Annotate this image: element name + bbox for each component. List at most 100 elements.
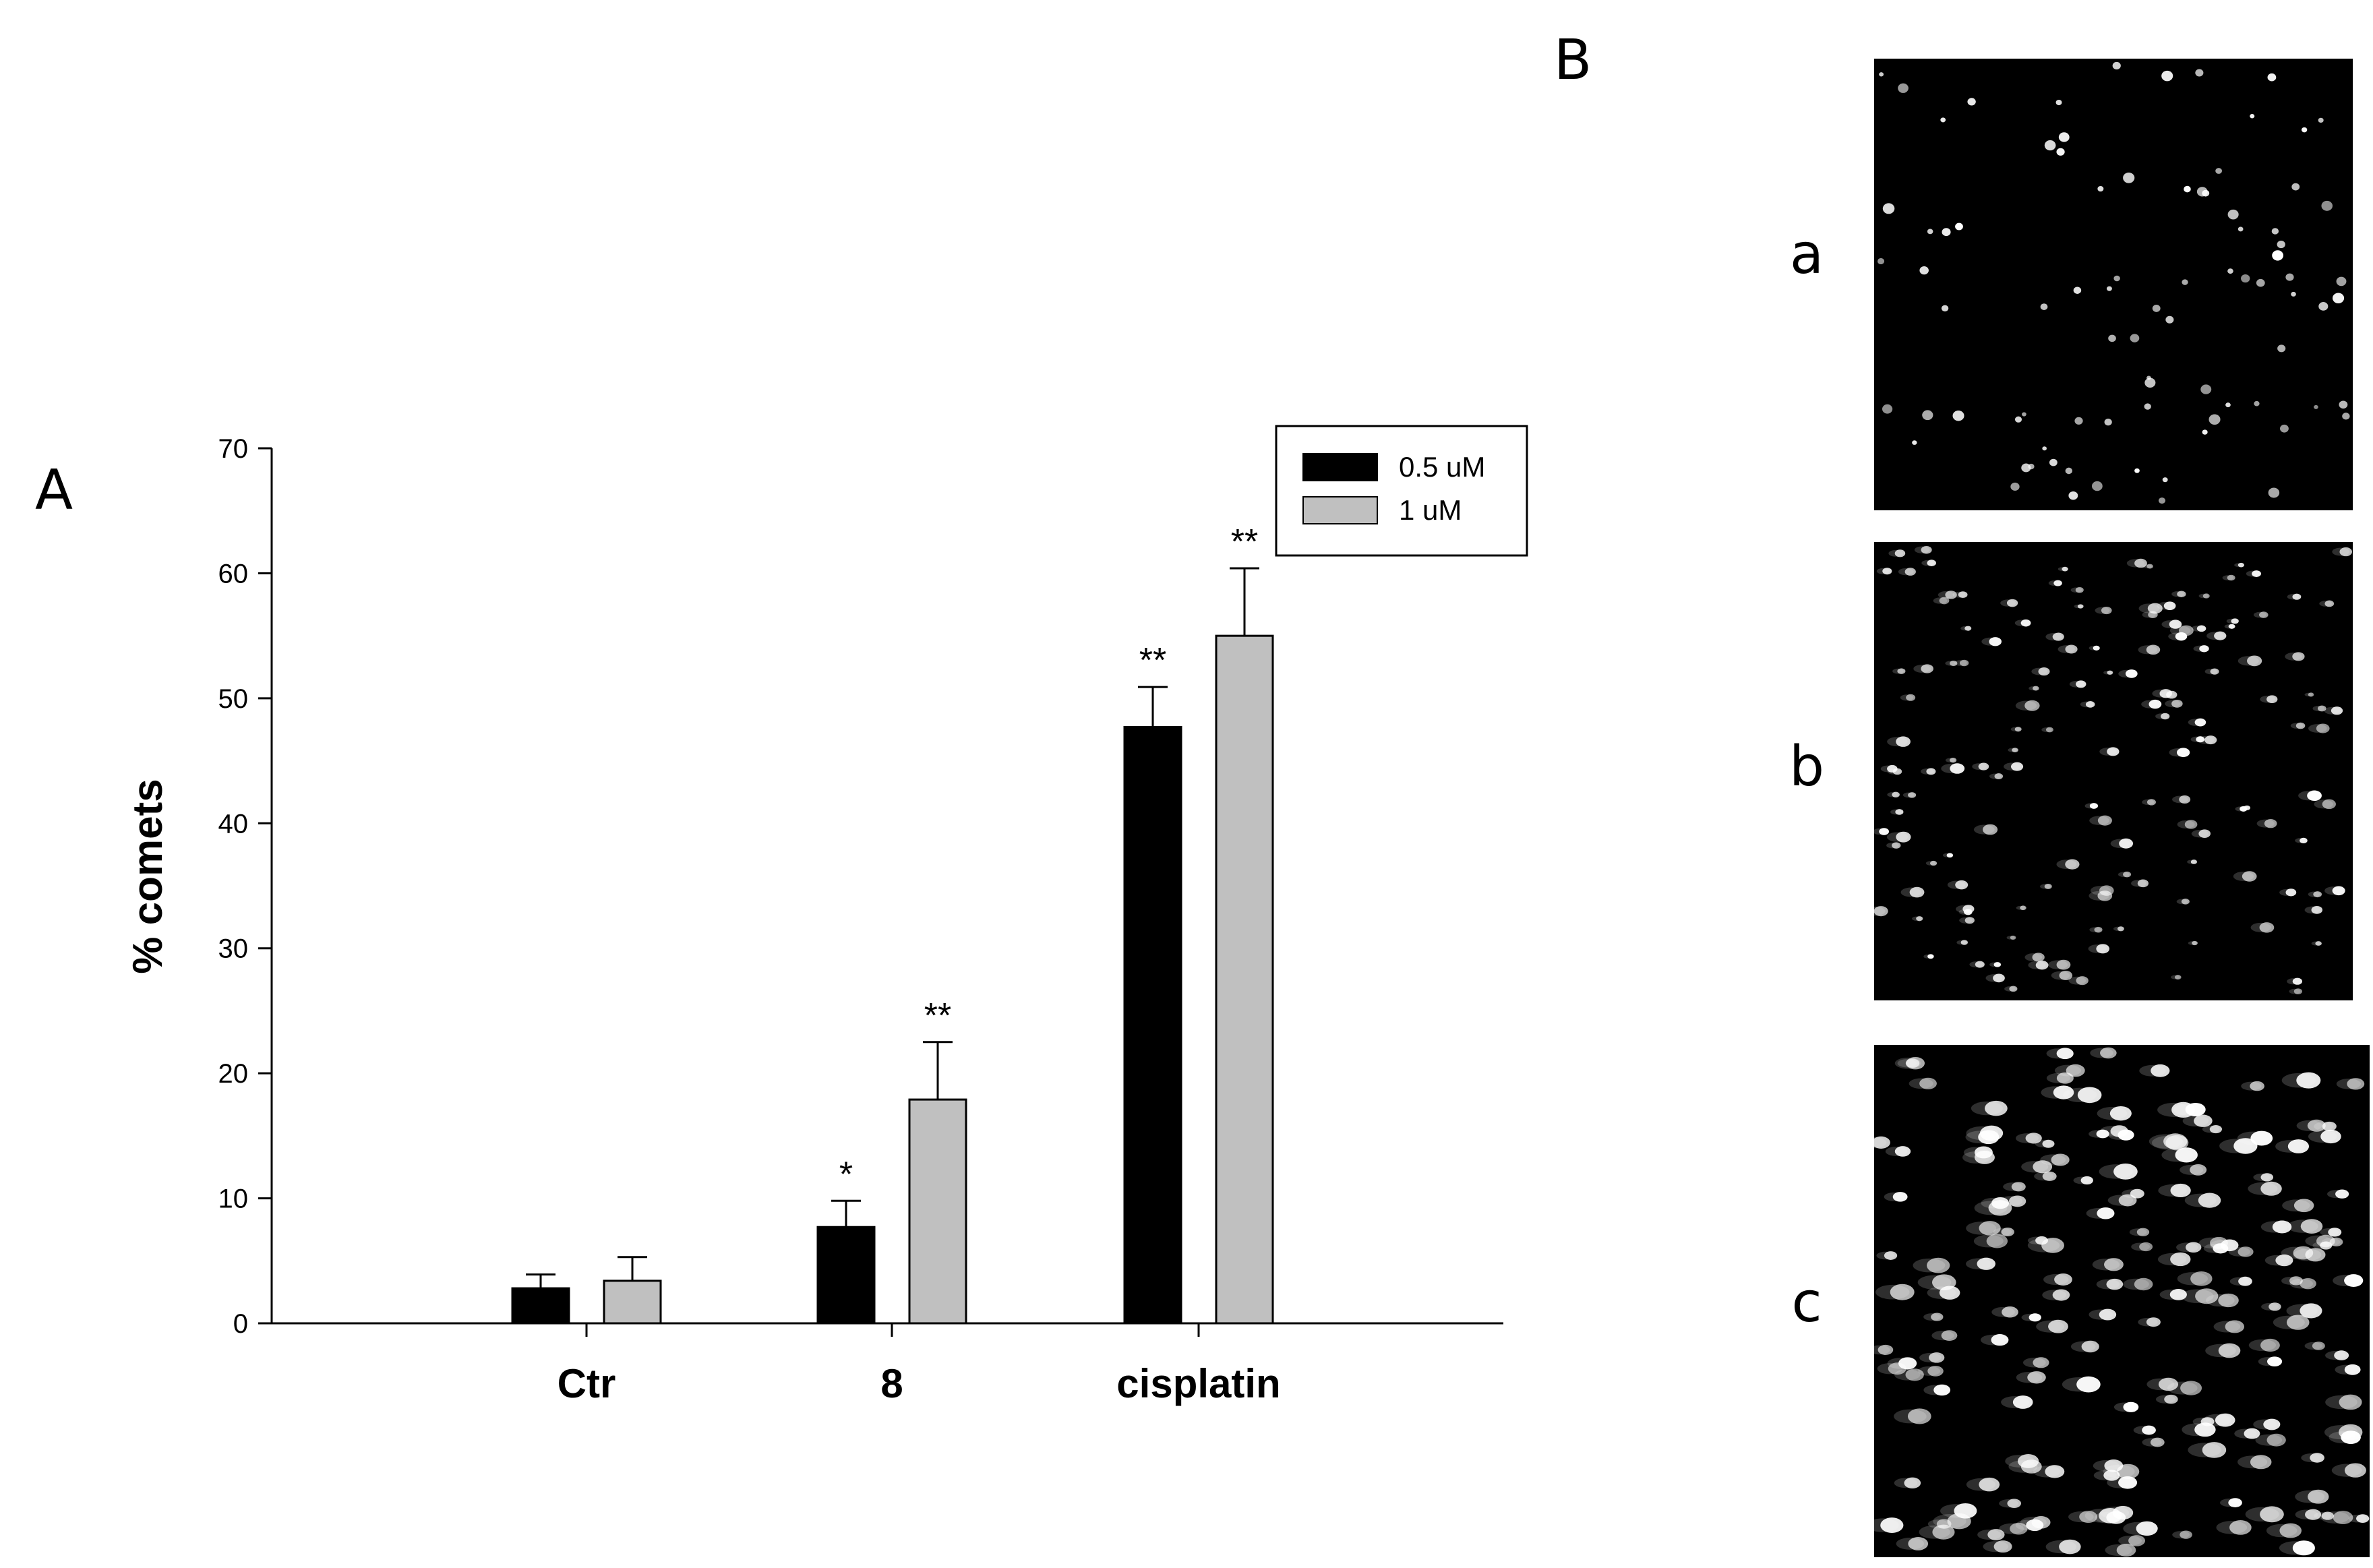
cell-spot [1884, 1251, 1898, 1260]
cell-spot [1941, 1330, 1958, 1341]
cell-spot [1950, 758, 1957, 763]
comet-tail [2090, 1048, 2113, 1058]
comet-tail [2063, 1087, 2097, 1103]
cell-spot [1882, 568, 1892, 575]
cell-spot [2295, 722, 2306, 729]
comet-tail [2190, 736, 2203, 742]
cell-spot [1993, 1540, 2012, 1553]
cell-spot [1946, 853, 1954, 858]
cell-spot [1964, 917, 1975, 924]
cell-spot [2198, 1193, 2221, 1208]
y-tick-label-0: 0 [233, 1309, 248, 1339]
cell-spot [1933, 1384, 1951, 1396]
comet-tail [2182, 1115, 2209, 1127]
cell-spot [2318, 301, 2329, 311]
cell-spot [1897, 668, 1906, 674]
cell-spot [2020, 619, 2031, 627]
cell-spot [2200, 384, 2212, 394]
cell-spot [1936, 1519, 1952, 1529]
micrograph-b [1865, 542, 2353, 1000]
comet-tail [2015, 700, 2037, 711]
comet-tail [2335, 1364, 2357, 1375]
comet-tail [1898, 568, 1914, 576]
cell-spot [1986, 1234, 2008, 1248]
comet-tail [2245, 1507, 2279, 1522]
cell-spot [2151, 1064, 2170, 1077]
cell-spot [1926, 768, 1936, 775]
comet-tail [2095, 607, 2110, 614]
cell-spot [2233, 1138, 2258, 1154]
comet-tail [2304, 906, 2320, 914]
cell-spot [2152, 305, 2161, 312]
cell-spot [2033, 1357, 2049, 1368]
comet-tail [2216, 1521, 2248, 1534]
comet-tail [1892, 668, 1904, 674]
comet-tail [1912, 916, 1922, 921]
cell-spot [2244, 1428, 2260, 1439]
comet-tail [2180, 1164, 2204, 1175]
comet-tail [2203, 1243, 2225, 1253]
comet-tail [2181, 1289, 2214, 1304]
comet-tail [1886, 832, 1909, 842]
comet-tail [2142, 799, 2155, 806]
cell-spot [2225, 402, 2231, 408]
comet-tail [2157, 1102, 2191, 1117]
cell-spot [2054, 1273, 2072, 1286]
cell-spot [2162, 477, 2168, 483]
cell-spot [2169, 1289, 2187, 1300]
cell-spot [2123, 172, 2135, 183]
cell-spot [2215, 168, 2222, 174]
comet-tail [2159, 1289, 2184, 1300]
cell-spot [2202, 1442, 2227, 1458]
cell-spot [2161, 70, 2173, 82]
cell-spot [2237, 227, 2244, 232]
significance-1-1: ** [924, 996, 951, 1035]
cell-spot [2075, 586, 2084, 593]
cell-spot [1991, 1334, 2009, 1346]
cell-spot [2202, 593, 2210, 599]
cell-spot [1912, 440, 1917, 445]
comet-tail [2325, 1395, 2357, 1410]
micrograph-label-c: c [1791, 1271, 1822, 1335]
cell-spot [2293, 1199, 2314, 1213]
cell-spot [2194, 1114, 2213, 1127]
comet-tail [2041, 727, 2052, 733]
cell-spot [2045, 727, 2053, 733]
cell-spot [2044, 884, 2052, 889]
comet-tail [2287, 978, 2301, 985]
significance-0-2: ** [1139, 641, 1166, 680]
cell-spot [2324, 600, 2335, 607]
comet-tail [2046, 1048, 2070, 1059]
cell-spot [2190, 1271, 2213, 1286]
cell-spot [1941, 305, 1949, 312]
cell-spot [2136, 1228, 2150, 1236]
comet-tail [2172, 795, 2188, 804]
comet-tail [2220, 1498, 2240, 1507]
cell-spot [1964, 626, 1972, 631]
cell-spot [2194, 718, 2206, 727]
cell-spot [2164, 1394, 2178, 1404]
cell-spot [2279, 1523, 2302, 1538]
comet-tail [2308, 724, 2327, 733]
significance-1-2: ** [1231, 522, 1258, 562]
cell-spot [1979, 1477, 2000, 1492]
comet-tail [2020, 1516, 2047, 1528]
cell-spot [2014, 727, 2022, 732]
comet-tail [2036, 1320, 2064, 1333]
comet-tail [2068, 976, 2086, 985]
comet-tail [2022, 1358, 2046, 1368]
cell-spot [1898, 83, 1909, 93]
comet-tail [2155, 1395, 2175, 1404]
cell-spot [1979, 1221, 2001, 1236]
cell-spot [1993, 962, 2002, 967]
comet-tail [2248, 1339, 2277, 1352]
y-tick-label-3: 30 [218, 934, 249, 964]
cell-spot [1894, 549, 1906, 557]
cell-spot [2272, 250, 2284, 261]
cell-spot [1916, 916, 1923, 922]
cell-spot [2272, 1220, 2292, 1234]
comet-tail [2033, 1466, 2061, 1478]
comet-tail [1956, 905, 1973, 913]
comet-tail [2040, 884, 2051, 889]
comet-tail [1966, 1258, 1992, 1270]
